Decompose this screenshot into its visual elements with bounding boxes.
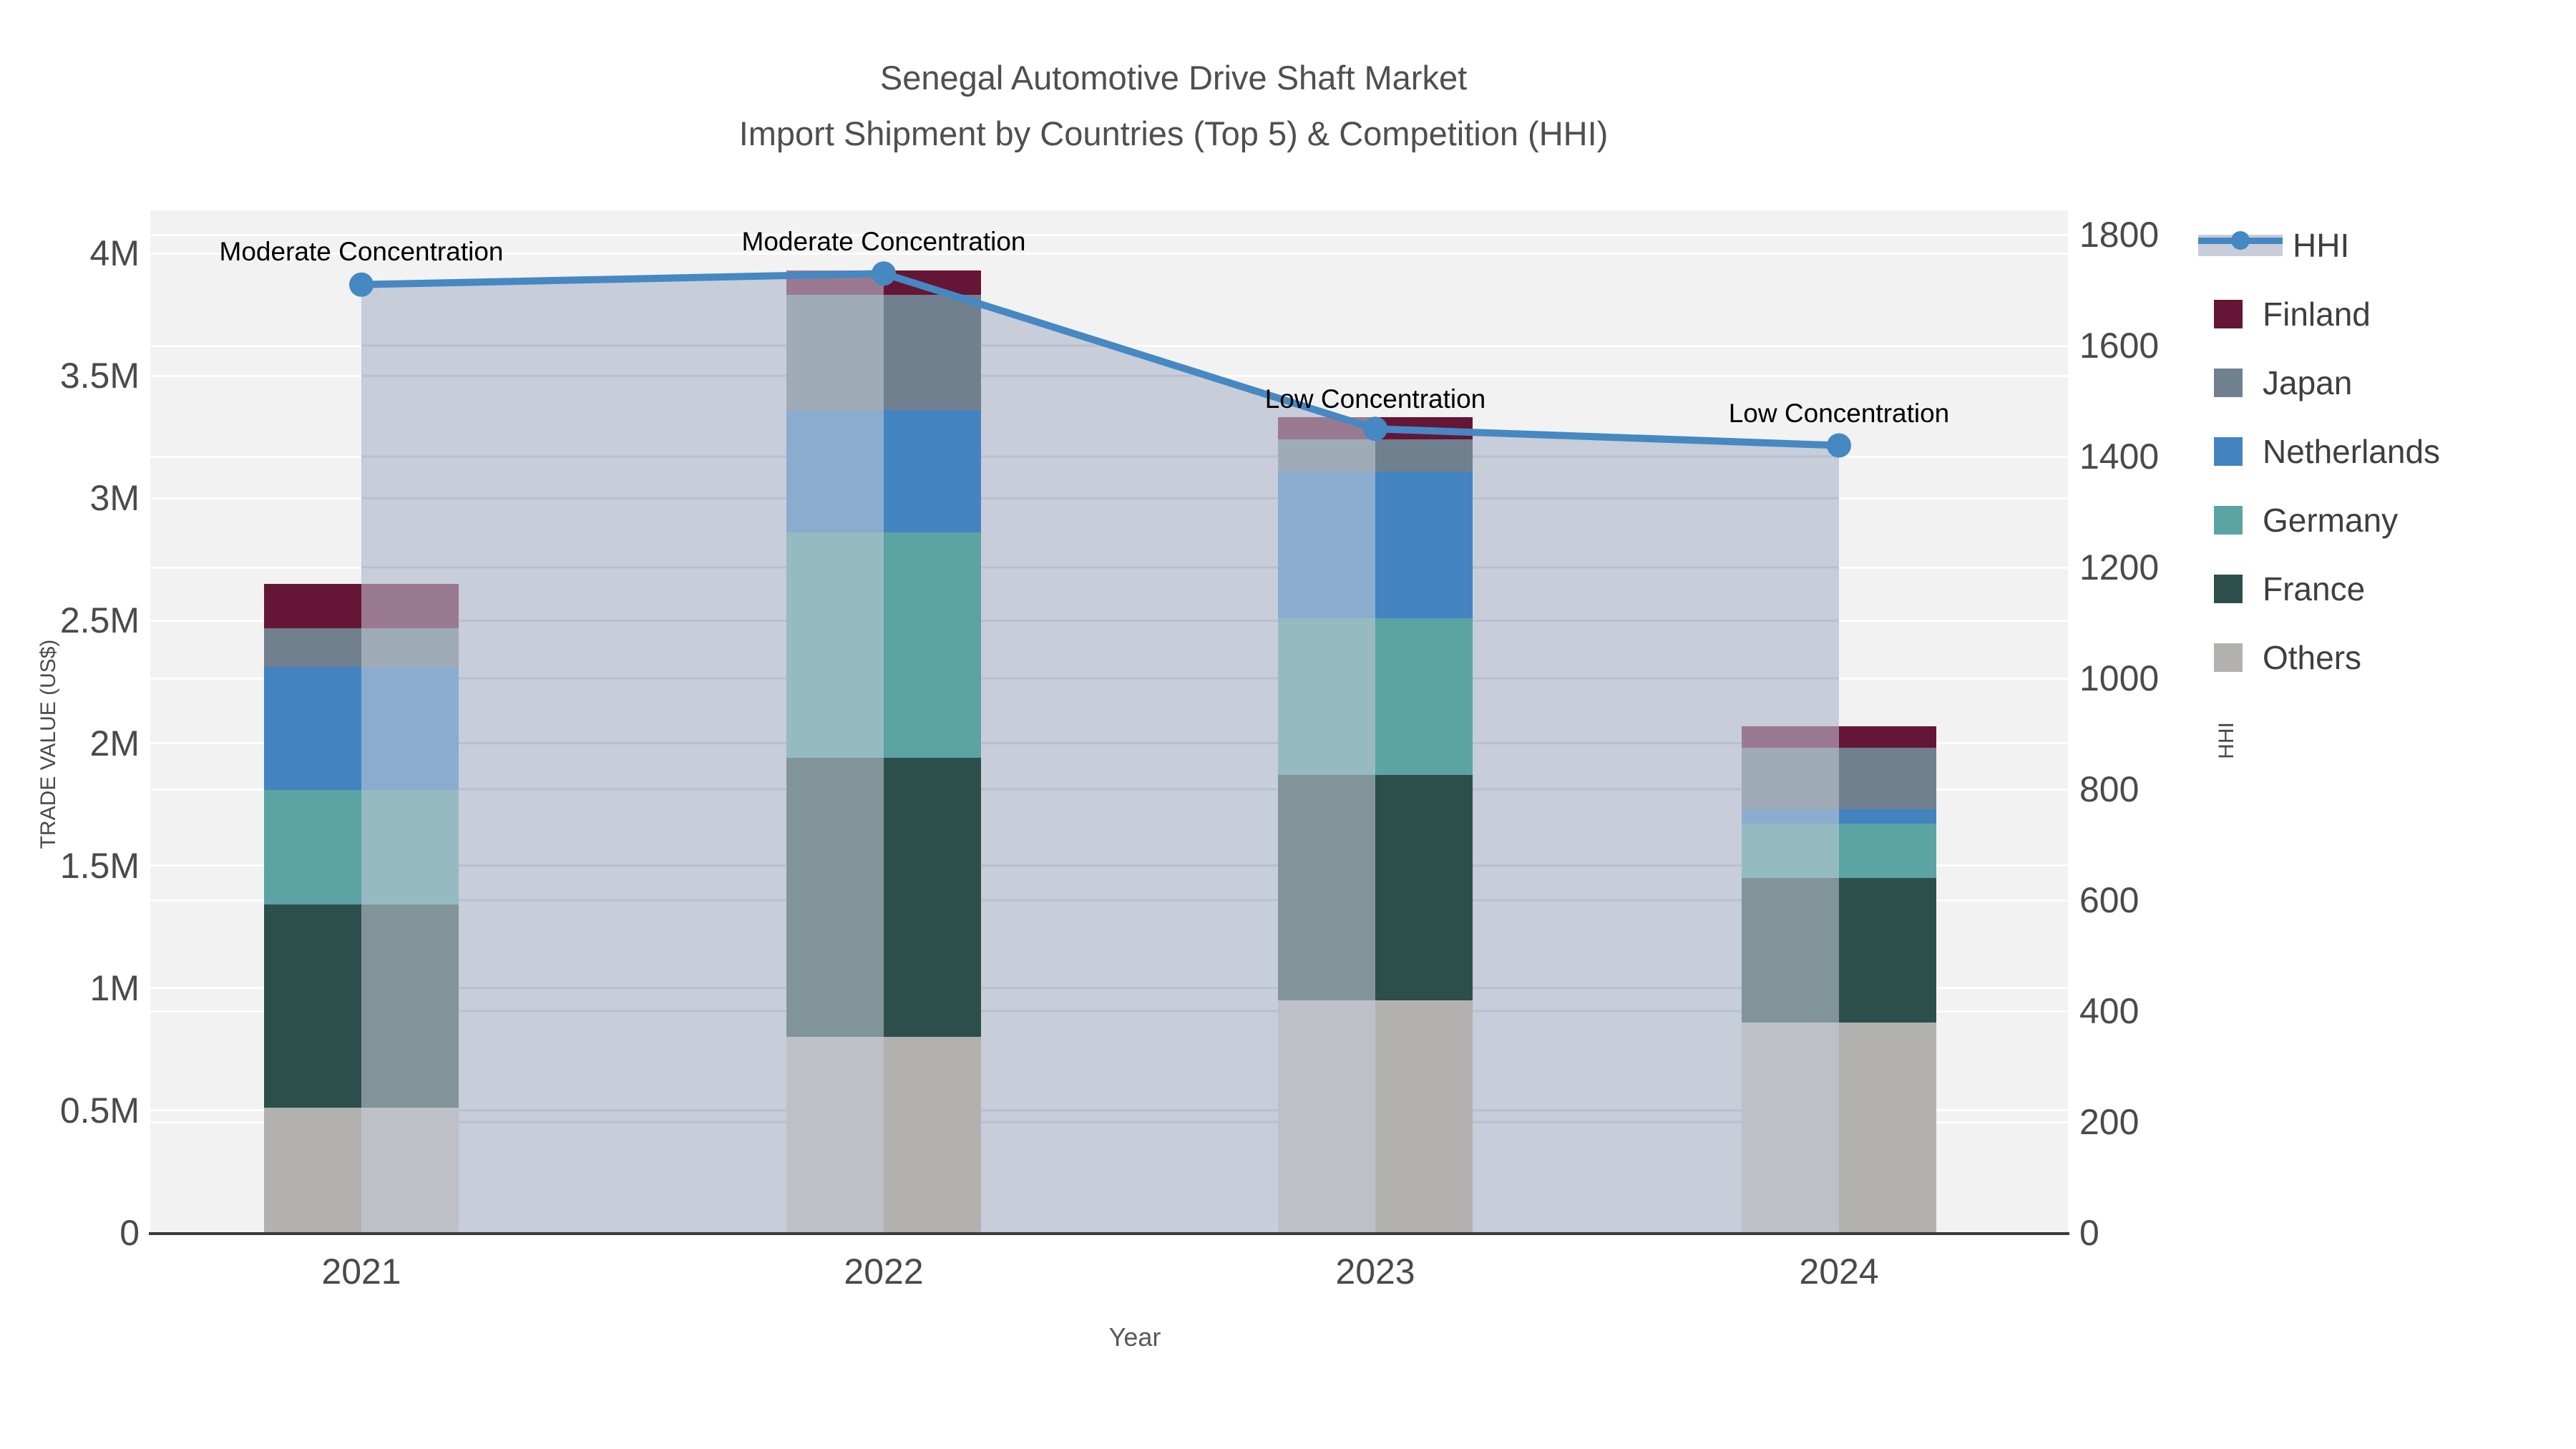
legend-swatch-finland bbox=[2214, 300, 2243, 328]
legend-item-others[interactable]: Others bbox=[2198, 623, 2440, 692]
x-tick-2023: 2023 bbox=[1335, 1252, 1415, 1292]
annotation-2021: Moderate Concentration bbox=[219, 237, 504, 266]
y-left-tick-3M: 3M bbox=[89, 478, 140, 519]
y-right-tick-0: 0 bbox=[2079, 1213, 2099, 1253]
legend-item-germany[interactable]: Germany bbox=[2198, 486, 2440, 555]
legend-item-france[interactable]: France bbox=[2198, 555, 2440, 623]
hhi-marker-2024[interactable] bbox=[1827, 433, 1851, 458]
legend-label-france: France bbox=[2263, 570, 2366, 608]
x-axis-title: Year bbox=[1108, 1322, 1161, 1352]
legend-label-japan: Japan bbox=[2263, 364, 2353, 401]
y-left-tick-2M: 2M bbox=[89, 723, 140, 763]
stacked-bar-2023 bbox=[1278, 417, 1473, 1233]
y-left-tick-4M: 4M bbox=[89, 233, 140, 273]
legend-hhi-line-icon bbox=[2198, 231, 2283, 256]
hhi-overlap-shade-2023 bbox=[1278, 417, 1375, 1233]
legend-swatch-netherlands bbox=[2214, 437, 2243, 466]
legend-item-finland[interactable]: Finland bbox=[2198, 280, 2440, 348]
legend-swatch-others bbox=[2214, 643, 2243, 672]
y-axis-left-title: TRADE VALUE (US$) bbox=[36, 639, 60, 849]
x-tick-2022: 2022 bbox=[844, 1252, 924, 1292]
y-left-tick-3.5M: 3.5M bbox=[59, 356, 140, 396]
stacked-bar-2022 bbox=[786, 270, 981, 1233]
y-right-tick-1400: 1400 bbox=[2079, 436, 2160, 477]
x-axis-line bbox=[149, 1232, 2069, 1235]
legend-item-netherlands[interactable]: Netherlands bbox=[2198, 417, 2440, 486]
stacked-bar-2021 bbox=[264, 584, 459, 1233]
hhi-overlap-shade-2022 bbox=[786, 270, 884, 1233]
y-right-tick-800: 800 bbox=[2079, 769, 2140, 809]
legend-label-germany: Germany bbox=[2263, 502, 2399, 539]
annotation-2022: Moderate Concentration bbox=[741, 227, 1026, 256]
gridline bbox=[150, 252, 2068, 255]
legend: HHI Finland Japan Netherlands Germany France O… bbox=[2198, 211, 2440, 692]
legend-label-netherlands: Netherlands bbox=[2263, 433, 2441, 470]
legend-label-others: Others bbox=[2263, 639, 2362, 676]
legend-swatch-germany bbox=[2214, 506, 2243, 535]
y-axis-right-title: HHI bbox=[2215, 722, 2238, 759]
hhi-overlap-shade-2024 bbox=[1742, 726, 1839, 1233]
hhi-line bbox=[361, 270, 1840, 449]
hhi-marker-2021[interactable] bbox=[349, 272, 374, 297]
y-right-tick-1200: 1200 bbox=[2079, 547, 2160, 587]
y-right-tick-200: 200 bbox=[2079, 1102, 2140, 1142]
legend-swatch-france bbox=[2214, 575, 2243, 603]
chart-title: Senegal Automotive Drive Shaft Market bbox=[879, 59, 1468, 97]
legend-label-hhi: HHI bbox=[2293, 227, 2350, 264]
annotation-2023: Low Concentration bbox=[1264, 384, 1486, 414]
y-left-tick-2.5M: 2.5M bbox=[59, 600, 140, 641]
legend-label-finland: Finland bbox=[2263, 296, 2371, 333]
x-tick-2021: 2021 bbox=[321, 1252, 401, 1292]
legend-swatch-japan bbox=[2214, 369, 2243, 397]
y-right-tick-1000: 1000 bbox=[2079, 658, 2160, 698]
y-right-tick-1800: 1800 bbox=[2079, 215, 2160, 255]
hhi-marker-2022[interactable] bbox=[872, 261, 896, 286]
y-left-tick-1M: 1M bbox=[89, 967, 140, 1008]
hhi-overlap-shade-2021 bbox=[361, 584, 459, 1233]
y-right-tick-400: 400 bbox=[2079, 991, 2140, 1031]
y-right-tick-1600: 1600 bbox=[2079, 326, 2160, 366]
hhi-marker-2023[interactable] bbox=[1363, 416, 1387, 441]
stacked-bar-2024 bbox=[1742, 726, 1936, 1233]
chart-title-block: Senegal Automotive Drive Shaft Market Im… bbox=[0, 50, 2347, 162]
y-left-tick-0: 0 bbox=[119, 1213, 140, 1253]
gridline bbox=[150, 233, 2068, 236]
annotation-2024: Low Concentration bbox=[1728, 399, 1950, 428]
y-right-tick-600: 600 bbox=[2079, 880, 2140, 920]
legend-item-hhi[interactable]: HHI bbox=[2198, 211, 2440, 280]
chart-subtitle: Import Shipment by Countries (Top 5) & C… bbox=[738, 114, 1609, 152]
y-left-tick-1.5M: 1.5M bbox=[59, 845, 140, 886]
y-left-tick-0.5M: 0.5M bbox=[59, 1090, 140, 1131]
legend-hhi-marker-icon bbox=[2231, 231, 2250, 250]
legend-item-japan[interactable]: Japan bbox=[2198, 348, 2440, 417]
x-tick-2024: 2024 bbox=[1799, 1252, 1879, 1292]
